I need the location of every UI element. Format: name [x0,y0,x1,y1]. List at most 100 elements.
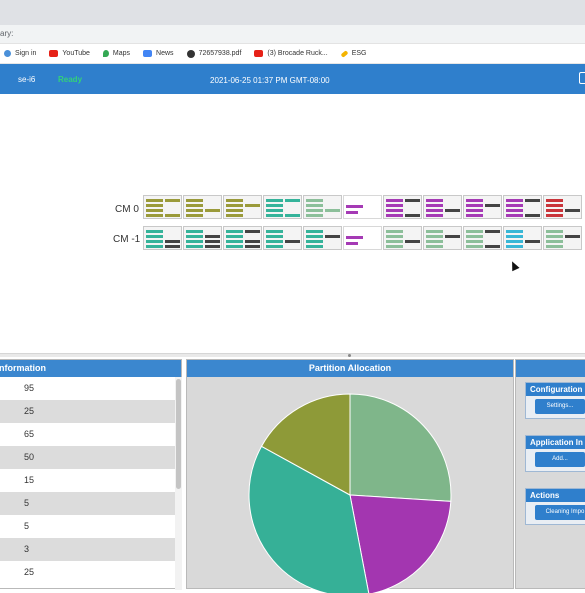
lane-stripe [226,204,243,207]
lane-stripe [386,245,403,248]
bookmarks-bar: Sign in YouTube Maps News 72657938.pdf (… [0,44,585,64]
lane-cell[interactable] [423,195,462,219]
list-item[interactable]: 95 [24,383,35,393]
lane-stripe [146,209,163,212]
lane-stripe [266,204,283,207]
list-item[interactable]: 50 [0,446,175,469]
lane-cell[interactable] [503,195,542,219]
lane-stripe [186,199,203,202]
bookmark-esg[interactable]: ESG [340,49,367,58]
lane-cell[interactable] [383,195,422,219]
lane-stripe [165,199,180,202]
lane-gap[interactable] [343,226,382,250]
add-button[interactable]: Add... [535,452,585,467]
lane-stripe [506,230,523,233]
address-bar[interactable]: ary: [0,25,585,44]
pie-slice-2[interactable] [248,445,370,593]
lane-stripe [546,209,563,212]
lane-stripe [386,209,403,212]
lane-cell[interactable] [143,195,182,219]
lane-stripe [466,209,483,212]
lane-cell[interactable] [543,195,582,219]
lane-cell[interactable] [303,226,342,250]
lane-stripe [146,199,163,202]
list-item[interactable]: 65 [24,429,35,439]
bookmark-news[interactable]: News [143,50,174,57]
lane-stripe [205,235,220,238]
lane-cell[interactable] [183,226,222,250]
lane-cell[interactable] [423,226,462,250]
actions-panel: Configuration Settings... Application In… [515,359,585,589]
lane-cell[interactable] [223,195,262,219]
bookmark-maps[interactable]: Maps [102,50,130,57]
lane-cell[interactable] [383,226,422,250]
status-badge: Ready [58,75,83,84]
lane-cell[interactable] [463,195,502,219]
lane-stripe [285,199,300,202]
lane-stripe [466,245,483,248]
information-list: 95 25 65 50 15 5 5 3 25 [0,377,175,584]
lane-stripe [565,235,580,238]
lane-stripe [266,245,283,248]
lane-stripe [306,240,323,243]
list-item[interactable]: 3 [0,538,175,561]
lane-stripe [466,230,483,233]
lane-stripe [485,204,500,207]
pie-slice-0[interactable] [349,393,452,502]
lane-cell[interactable] [263,195,302,219]
lane-cell[interactable] [543,226,582,250]
lane-stripe [525,199,540,202]
lane-stripe [306,230,323,233]
lane-stripe [226,209,243,212]
lane-stripe [245,245,260,248]
splitter-handle-icon[interactable] [348,354,351,357]
bookmark-youtube[interactable]: YouTube [49,50,90,57]
application-group: Application In Add... [525,435,585,472]
lane-cell[interactable] [263,226,302,250]
lane-stripe [405,240,420,243]
lane-cell[interactable] [143,226,182,250]
lane-cell[interactable] [223,226,262,250]
information-scrollbar[interactable] [175,377,182,590]
lane-stripe [405,214,420,217]
lane-stripe [525,214,540,217]
lane-stripe [226,235,243,238]
browser-tab-strip [0,0,585,25]
settings-button[interactable]: Settings... [535,399,585,414]
lane-cell[interactable] [463,226,502,250]
lane-gap[interactable] [343,195,382,219]
lane-stripe [205,245,220,248]
news-icon [143,50,153,57]
window-icon[interactable] [579,72,585,84]
lane-stripe [485,245,500,248]
lane-stripe [426,240,443,243]
scrollbar-thumb[interactable] [176,379,181,489]
lane-stripe [506,209,523,212]
lane-stripe [146,245,163,248]
lane-cell[interactable] [303,195,342,219]
lane-stripe [285,214,300,217]
lane-stripe [506,240,523,243]
lane-stripe [186,240,203,243]
list-item[interactable]: 15 [24,475,35,485]
lane-stripe [546,235,563,238]
lane-stripe [205,209,220,212]
bookmark-pdf[interactable]: 72657938.pdf [186,49,241,58]
actions-title: Actions [526,489,585,502]
lane-cell[interactable] [183,195,222,219]
pane-splitter[interactable] [0,353,585,357]
list-item[interactable]: 5 [24,521,30,531]
lane-cell[interactable] [503,226,542,250]
lane-stripe [426,230,443,233]
pie-slice-3[interactable] [260,393,351,496]
bookmark-brocade[interactable]: (3) Brocade Ruck... [254,50,328,57]
lane-stripe [426,199,443,202]
bookmark-sign-in[interactable]: Sign in [4,50,36,57]
list-item[interactable]: 25 [24,567,35,577]
lane-stripe [525,240,540,243]
globe-icon [186,49,195,58]
list-item[interactable]: 25 [0,400,175,423]
cleaning-button[interactable]: Cleaning Impo [535,505,585,520]
list-item[interactable]: 5 [0,492,175,515]
lane-stripe [226,240,243,243]
